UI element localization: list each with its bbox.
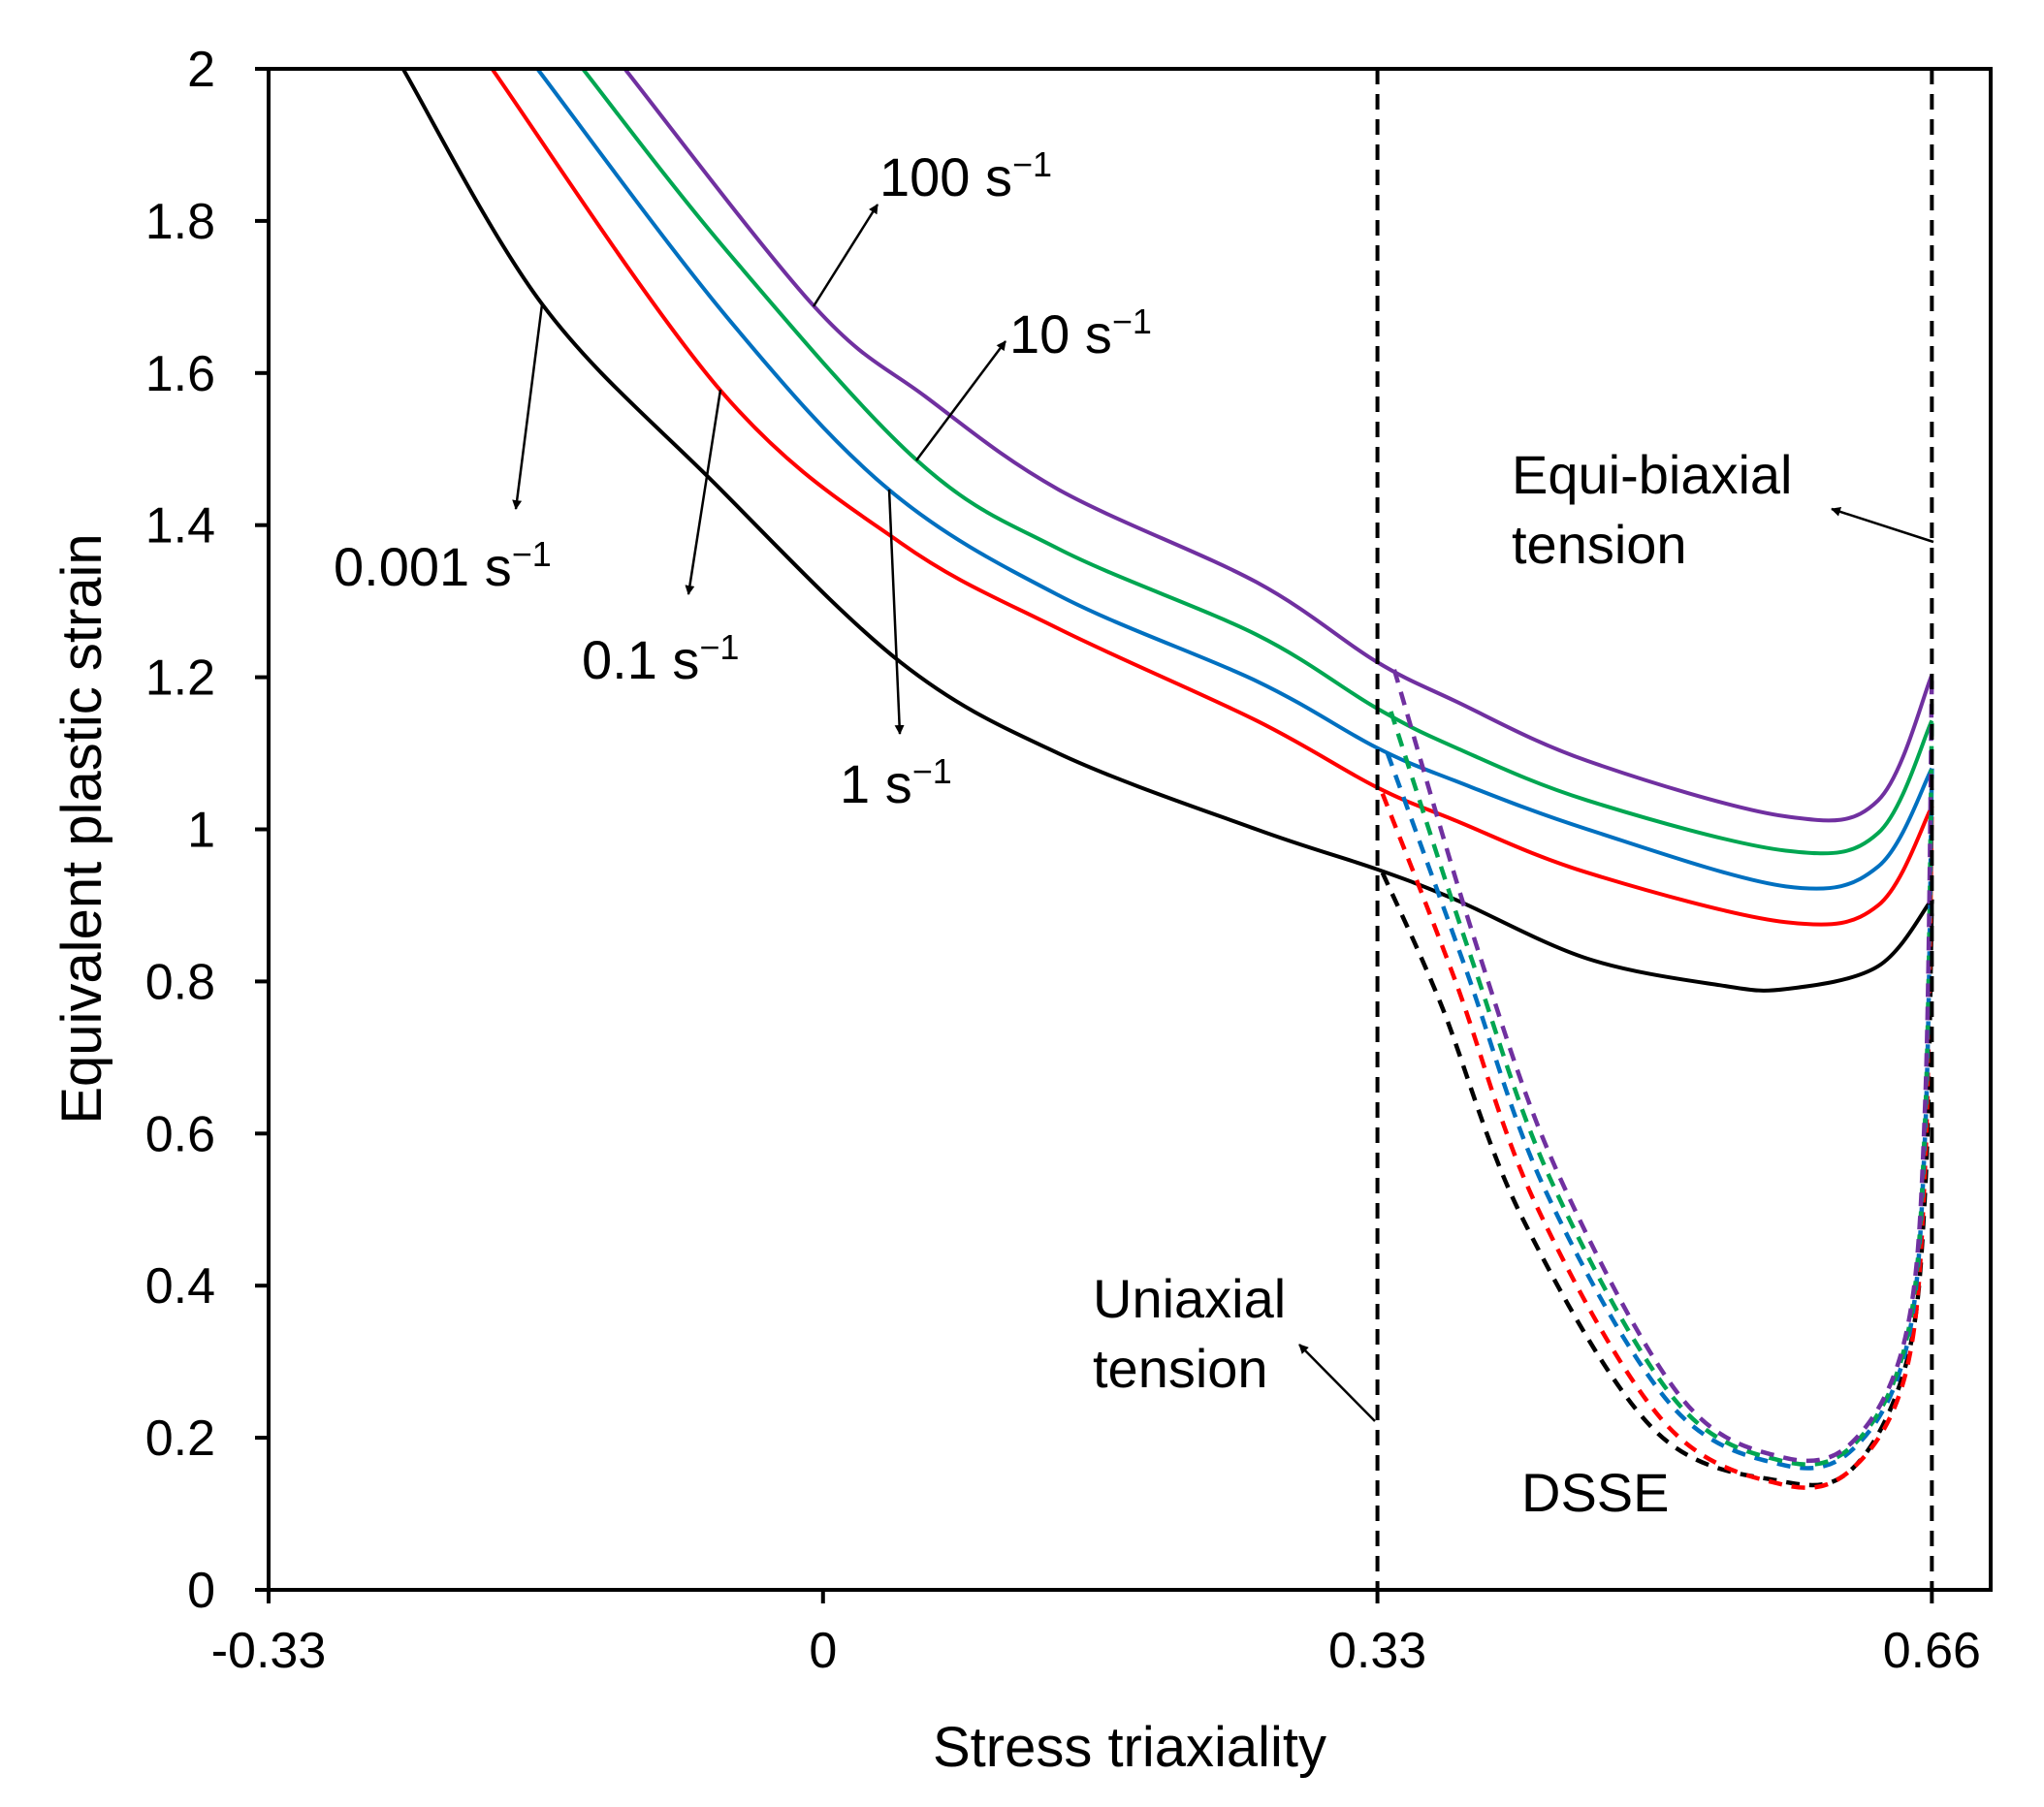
annotation-10: 10 s−1 [914,301,1152,461]
series-solid-0 [400,67,1933,993]
label-10-sup: −1 [1112,301,1152,341]
series-dashed-9 [1391,669,1934,1464]
y-tick-label: 1 [187,803,215,859]
x-tick-label: 0.33 [1328,1623,1426,1679]
reference-lines [1375,69,1934,1590]
svg-text:100 s−1: 100 s−1 [879,144,1052,207]
label-10-rate: 10 s [1009,303,1112,365]
x-tick-label: 0.66 [1883,1623,1981,1679]
y-tick-label: 0.8 [145,954,215,1010]
curves-layer [400,67,1934,1490]
series-dashed-6 [1380,792,1934,1490]
x-tick-label: 0 [809,1623,837,1679]
label-01-sup: −1 [699,627,739,667]
equi-biaxial-label-1: Equi-biaxial [1512,444,1793,505]
svg-text:10 s−1: 10 s−1 [1009,301,1152,365]
annotation-uniaxial: Uniaxial tension [1093,1268,1376,1422]
label-01-rate: 0.1 s [582,629,699,690]
svg-text:0.1 s−1: 0.1 s−1 [582,627,739,690]
ticks-layer: -0.33 0 0.33 0.6600.20.40.60.811.21.41.61.8… [145,42,1981,1679]
label-1-rate: 1 s [840,753,912,814]
series-solid-2 [535,67,1934,891]
label-1-sup: −1 [912,751,952,791]
dsse-label: DSSE [1521,1462,1670,1523]
label-100-rate: 100 s [879,146,1012,207]
series-solid-1 [490,67,1934,927]
label-100-sup: −1 [1012,144,1052,184]
x-tick-label: -0.33 [211,1623,327,1679]
y-axis-label: Equivalent plastic strain [50,533,113,1124]
y-tick-label: 0.2 [145,1411,215,1467]
annotation-0001: 0.001 s−1 [334,303,552,597]
series-solid-4 [623,67,1934,823]
y-tick-label: 1.8 [145,194,215,250]
x-axis-label: Stress triaxiality [933,1716,1326,1779]
annotation-equi-biaxial: Equi-biaxial tension [1512,444,1934,575]
annotation-1: 1 s−1 [840,489,952,814]
equi-biaxial-label-2: tension [1512,514,1687,575]
svg-text:1 s−1: 1 s−1 [840,751,952,814]
label-0001-rate: 0.001 s [334,536,512,597]
series-dashed-8 [1389,711,1934,1467]
annotation-100: 100 s−1 [812,144,1052,307]
svg-text:0.001 s−1: 0.001 s−1 [334,534,552,597]
label-0001-sup: −1 [512,534,552,574]
series-dashed-7 [1385,752,1934,1471]
y-tick-label: 0.6 [145,1106,215,1162]
uniaxial-label-2: tension [1093,1338,1268,1399]
series-solid-3 [581,67,1934,856]
uniaxial-label-1: Uniaxial [1093,1268,1286,1329]
y-tick-label: 0 [187,1563,215,1619]
y-tick-label: 1.4 [145,498,215,555]
series-dashed-5 [1380,872,1934,1488]
y-tick-label: 1.6 [145,346,215,402]
y-tick-label: 2 [187,42,215,98]
y-tick-label: 1.2 [145,650,215,707]
y-tick-label: 0.4 [145,1258,215,1315]
annotation-01: 0.1 s−1 [582,389,739,690]
